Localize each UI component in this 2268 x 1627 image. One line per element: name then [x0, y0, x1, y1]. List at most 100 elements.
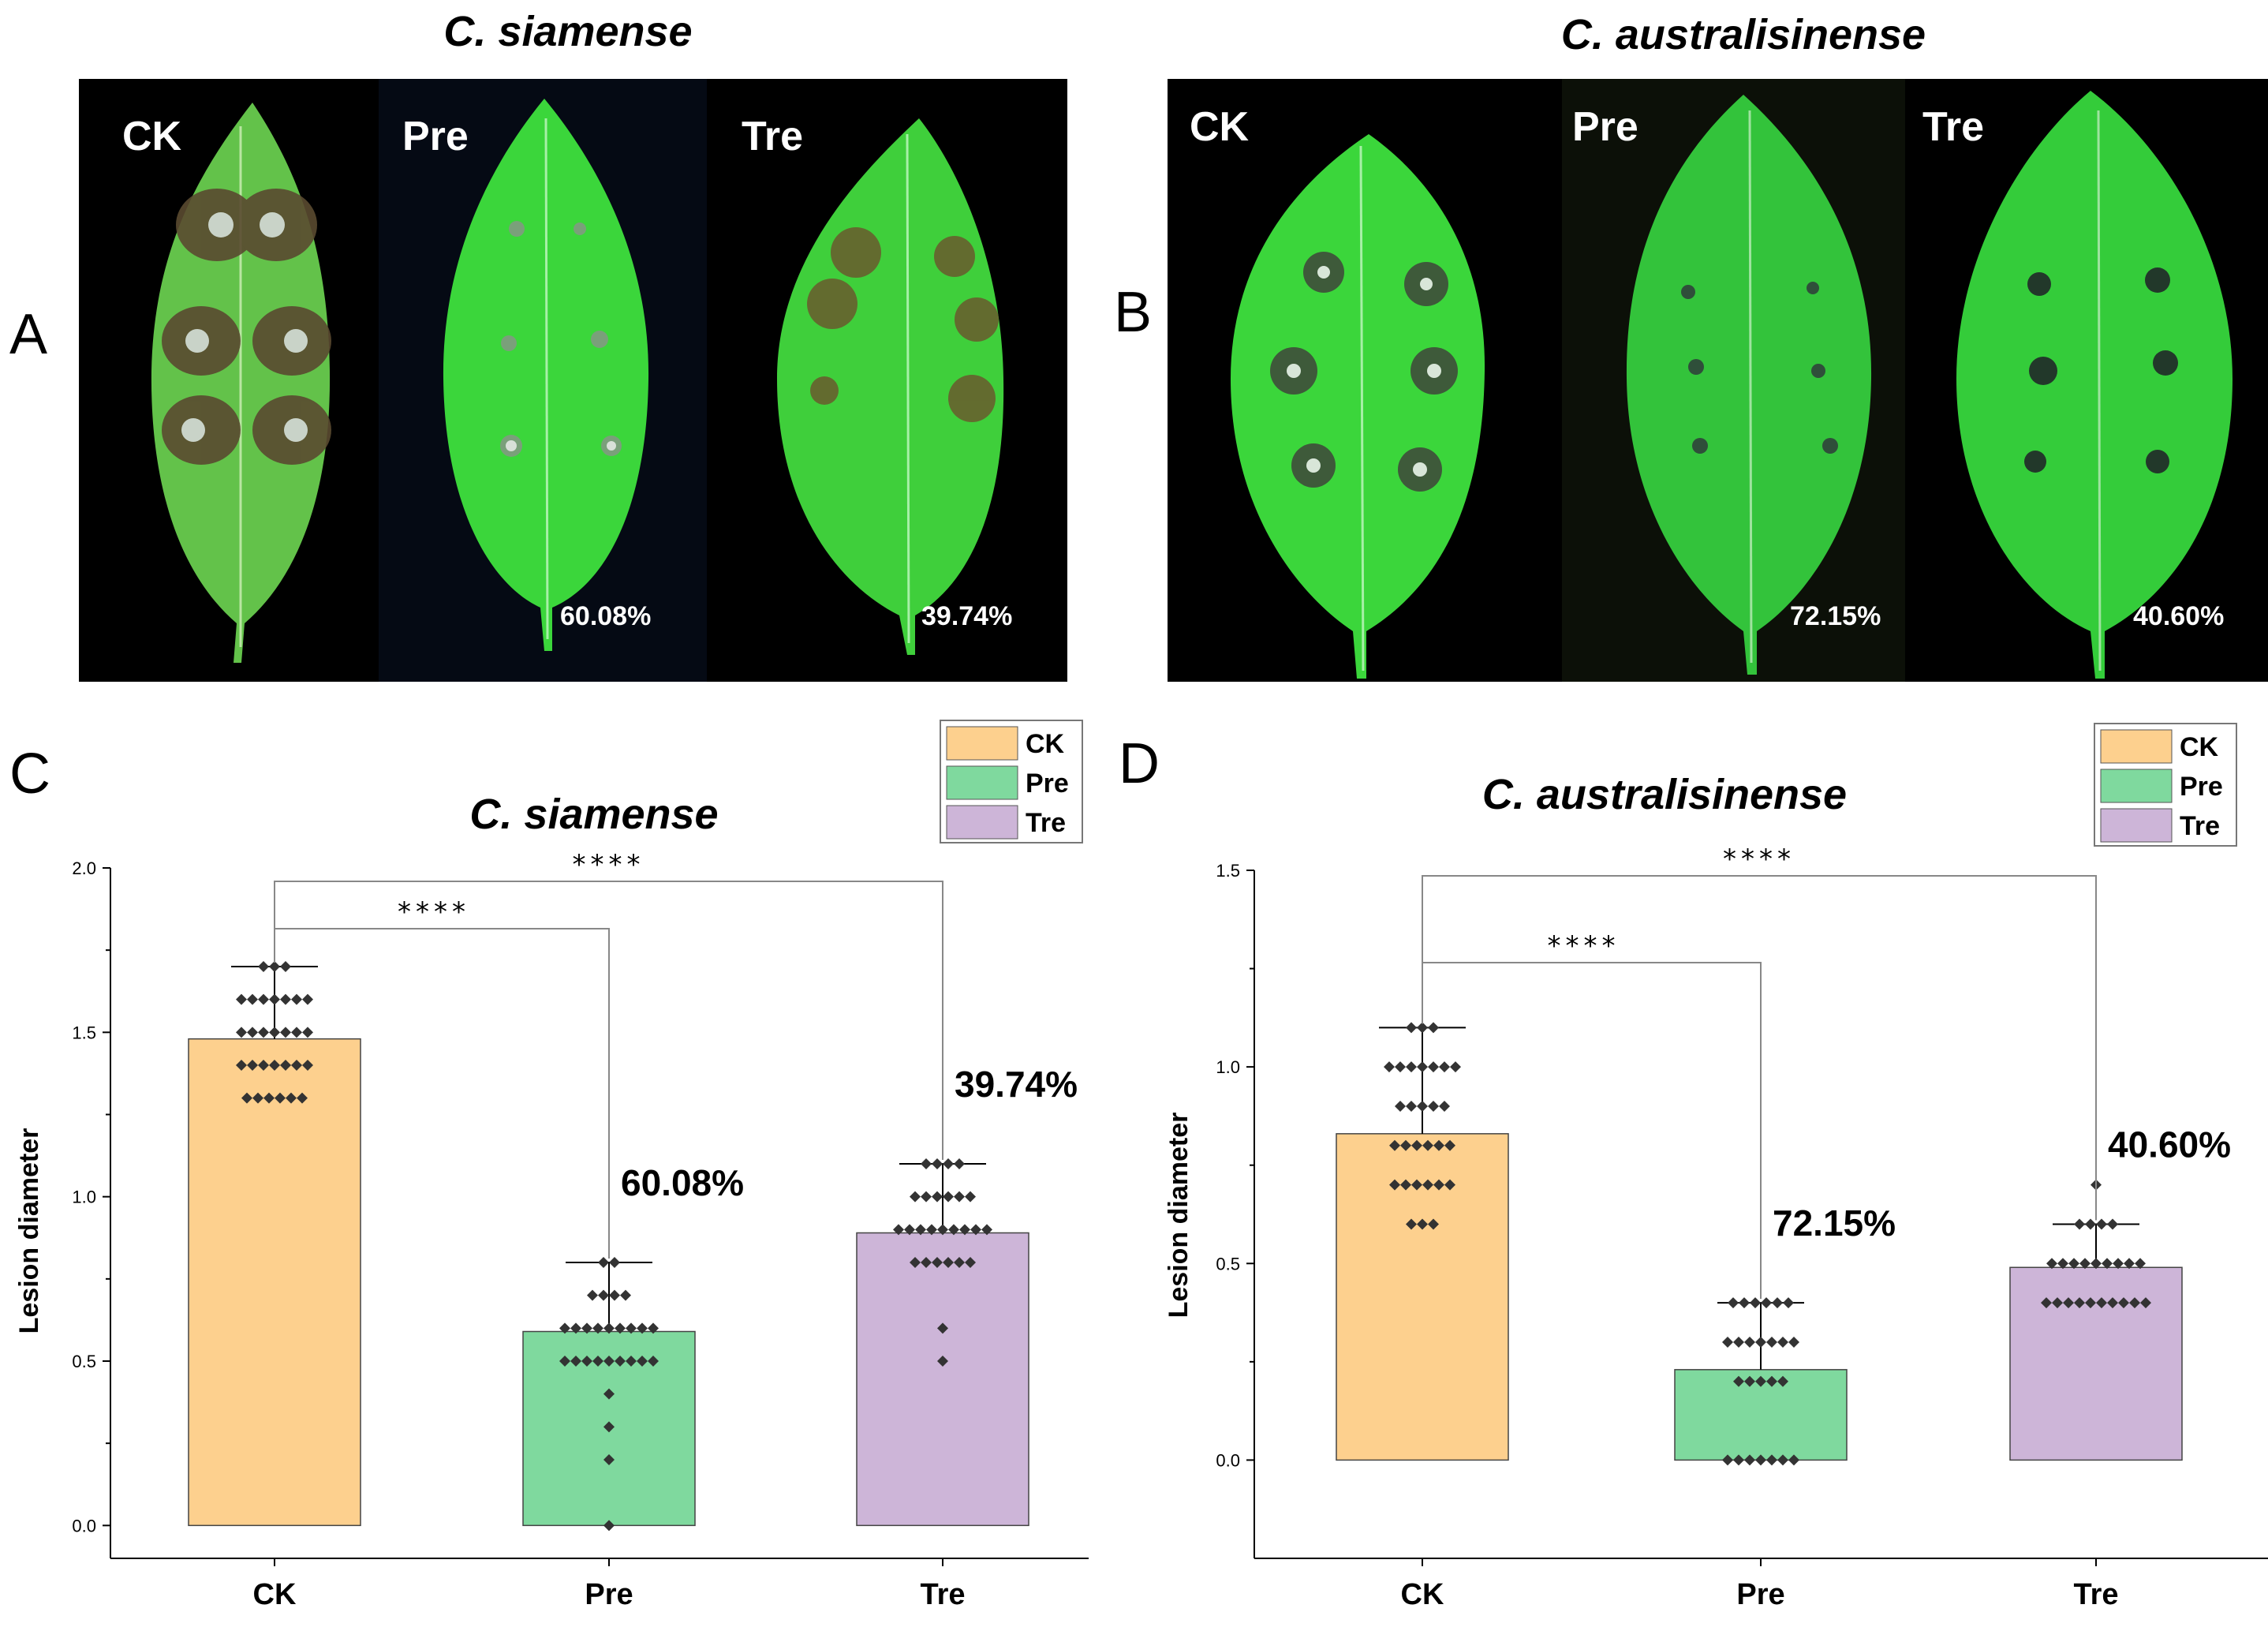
- chart-c-point-tre-22: [943, 1257, 954, 1268]
- chart-c-annotation-pre: 60.08%: [621, 1162, 744, 1203]
- chart-c: C. siamense Lesion diameter 0.0 0.5 1.0 1.5…: [14, 720, 1089, 1611]
- chart-d-point-pre-0: [1728, 1297, 1739, 1309]
- chart-d-point-ck-16: [1400, 1139, 1411, 1151]
- chart-c-point-tre-24: [965, 1257, 976, 1268]
- chart-c-y-axis-title: Lesion diameter: [14, 1128, 44, 1334]
- chart-c-point-tre-3: [954, 1158, 965, 1169]
- chart-d-point-tre-9: [2091, 1258, 2102, 1270]
- chart-d-point-tre-22: [2129, 1297, 2140, 1309]
- chart-d-point-pre-23: [1777, 1454, 1788, 1466]
- chart-d-y-axis-title: Lesion diameter: [1164, 1113, 1194, 1318]
- chart-d-point-ck-1: [1417, 1022, 1428, 1034]
- chart-c-point-tre-0: [921, 1158, 932, 1169]
- chart-d-point-ck-29: [1428, 1218, 1439, 1230]
- chart-c-point-pre-7: [570, 1322, 581, 1334]
- chart-c-legend-label-tre: Tre: [1026, 808, 1066, 838]
- chart-d-annotation-tre: 40.60%: [2108, 1124, 2231, 1165]
- chart-d-point-ck-3: [1384, 1061, 1395, 1073]
- panel-a-leaf-ck: [151, 103, 331, 663]
- chart-c-legend-swatch-tre: [946, 805, 1018, 840]
- panel-c-letter: C: [9, 742, 50, 806]
- chart-d-point-pre-15: [1755, 1375, 1766, 1387]
- chart-c-point-pre-21: [626, 1356, 637, 1367]
- chart-d-point-ck-8: [1439, 1061, 1450, 1073]
- chart-c-significance-bracket-tre: [274, 881, 943, 1160]
- chart-d-xtick-label-tre: Tre: [2073, 1578, 2118, 1611]
- chart-c-point-ck-6: [269, 993, 280, 1005]
- chart-d-point-ck-0: [1406, 1022, 1417, 1034]
- chart-d-legend-label-ck: CK: [2180, 732, 2219, 762]
- chart-c-point-tre-6: [932, 1191, 943, 1202]
- chart-d-point-ck-18: [1422, 1139, 1433, 1151]
- chart-c-significance-label-tre: ****: [573, 849, 645, 881]
- chart-d-xtick-label-ck: CK: [1401, 1578, 1444, 1611]
- chart-c-point-ck-4: [247, 993, 258, 1005]
- chart-d-point-pre-14: [1744, 1375, 1755, 1387]
- chart-c-point-tre-13: [926, 1224, 937, 1236]
- chart-d-ytick-label-3: 1.5: [1216, 861, 1240, 881]
- chart-c-point-tre-1: [932, 1158, 943, 1169]
- chart-d-point-ck-6: [1417, 1061, 1428, 1073]
- panel-a-letter: A: [9, 303, 47, 366]
- chart-d-point-ck-25: [1433, 1179, 1444, 1191]
- chart-d-title: C. australisinense: [1482, 771, 1847, 818]
- chart-c-legend-swatch-ck: [946, 726, 1018, 761]
- chart-d-point-pre-9: [1755, 1336, 1766, 1348]
- chart-c-point-pre-2: [587, 1289, 598, 1301]
- chart-d-point-tre-18: [2085, 1297, 2096, 1309]
- chart-c-point-tre-18: [981, 1224, 992, 1236]
- chart-c-point-pre-18: [592, 1356, 603, 1367]
- panel-a-percent-pre: 60.08%: [560, 601, 651, 631]
- chart-c-point-ck-13: [269, 1027, 280, 1038]
- panel-b-percent-tre: 40.60%: [2133, 601, 2224, 631]
- chart-c-legend-label-pre: Pre: [1026, 769, 1069, 799]
- chart-c-point-ck-14: [280, 1027, 291, 1038]
- chart-d-point-ck-24: [1422, 1179, 1433, 1191]
- chart-d-point-tre-8: [2079, 1258, 2091, 1270]
- chart-d-point-ck-26: [1444, 1179, 1455, 1191]
- chart-d-point-ck-22: [1400, 1179, 1411, 1191]
- chart-d-point-ck-15: [1389, 1139, 1400, 1151]
- chart-d-point-tre-6: [2057, 1258, 2068, 1270]
- chart-c-point-tre-9: [965, 1191, 976, 1202]
- chart-d-legend-swatch-pre: [2100, 769, 2173, 803]
- chart-c-point-ck-15: [291, 1027, 302, 1038]
- chart-c-legend-label-ck: CK: [1026, 729, 1065, 759]
- chart-c-xtick-label-pre: Pre: [585, 1578, 633, 1611]
- chart-c-point-ck-22: [291, 1060, 302, 1071]
- chart-d-bar-ck: [1336, 1133, 1509, 1461]
- chart-c-bar-tre: [856, 1232, 1029, 1527]
- panel-b-leaf-pre: [1626, 95, 1872, 675]
- chart-c-significance-label-pre: ****: [398, 896, 470, 928]
- panel-a-leaf-pre: [443, 99, 649, 651]
- chart-c-point-tre-17: [970, 1224, 981, 1236]
- chart-c-point-pre-12: [626, 1322, 637, 1334]
- chart-c-point-pre-20: [615, 1356, 626, 1367]
- chart-c-point-pre-24: [603, 1388, 615, 1400]
- chart-c-point-tre-2: [943, 1158, 954, 1169]
- chart-c-point-pre-3: [598, 1289, 609, 1301]
- chart-c-point-pre-9: [592, 1322, 603, 1334]
- chart-c-point-pre-27: [603, 1520, 615, 1532]
- chart-c-point-ck-19: [258, 1060, 269, 1071]
- chart-d-legend-label-tre: Tre: [2180, 811, 2220, 841]
- panel-b-label-tre: Tre: [1922, 104, 1984, 150]
- chart-d-point-pre-8: [1744, 1336, 1755, 1348]
- chart-d-point-ck-17: [1411, 1139, 1422, 1151]
- chart-c-point-pre-25: [603, 1421, 615, 1433]
- chart-c-point-ck-24: [241, 1092, 252, 1104]
- chart-c-point-pre-4: [609, 1289, 620, 1301]
- chart-d-point-pre-2: [1750, 1297, 1761, 1309]
- chart-c-point-tre-14: [937, 1224, 948, 1236]
- chart-d-point-ck-13: [1428, 1100, 1439, 1112]
- chart-c-point-ck-3: [236, 993, 247, 1005]
- chart-c-point-ck-17: [236, 1060, 247, 1071]
- chart-d-point-ck-23: [1411, 1179, 1422, 1191]
- panel-b-letter: B: [1114, 281, 1152, 344]
- chart-d-point-tre-19: [2096, 1297, 2107, 1309]
- chart-d-point-tre-20: [2107, 1297, 2118, 1309]
- chart-c-point-ck-0: [258, 961, 269, 972]
- chart-d-point-pre-18: [1722, 1454, 1733, 1466]
- chart-d-point-ck-4: [1395, 1061, 1406, 1073]
